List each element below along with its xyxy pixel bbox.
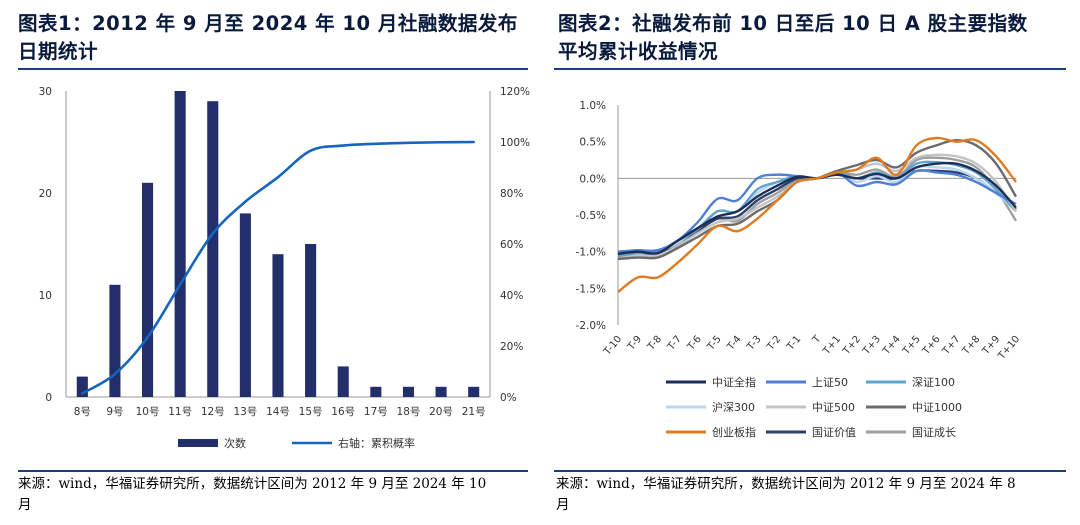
chart1-svg: 0 10 20 30 0% 20% 40% 60% 80% 100% 120% 8号 9号 10号 11号 1… (39, 86, 530, 450)
legend-label: 深证100 (912, 376, 955, 389)
x-tick-label: 17号 (364, 406, 388, 418)
x-tick-label: 14号 (266, 406, 290, 418)
bar (174, 91, 186, 397)
cumulative-line (81, 140, 475, 395)
x-tick-label: T-2 (765, 334, 784, 353)
chart1-title-line1: 图表1：2012 年 9 月至 2024 年 10 月社融数据发布 (18, 12, 518, 35)
x-tick-label: T+3 (861, 334, 883, 358)
y-tick-label: 1.0% (579, 100, 606, 112)
x-tick-label: T+7 (940, 334, 962, 358)
chart1-source: 来源：wind，华福证券研究所，数据统计区间为 2012 年 9 月至 2024… (18, 474, 530, 516)
bar (207, 101, 219, 397)
bar (468, 386, 480, 397)
y-left-tick-label: 20 (39, 188, 52, 200)
title-rule (18, 68, 528, 70)
x-tick-label: T-9 (625, 334, 644, 353)
chart2-title: 图表2：社融发布前 10 日至后 10 日 A 股主要指数 平均累计收益情况 (558, 10, 1068, 66)
x-tick-label: 11号 (168, 406, 192, 418)
x-tick-label: T+4 (880, 334, 902, 358)
series-line (617, 136, 1017, 293)
source-rule (554, 470, 1066, 472)
y-right-tick-label: 100% (500, 137, 530, 149)
x-tick-label: 20号 (429, 406, 453, 418)
legend-label: 次数 (224, 436, 246, 450)
bar (402, 386, 415, 397)
legend-label: 创业板指 (712, 425, 756, 439)
legend-label: 上证50 (812, 376, 848, 389)
y-left-tick-label: 10 (39, 290, 52, 302)
legend-swatch-bar (178, 439, 218, 447)
chart1-title: 图表1：2012 年 9 月至 2024 年 10 月社融数据发布 日期统计 (18, 10, 528, 66)
chart2-svg: 1.0%0.5%0.0%-0.5%-1.0%-1.5%-2.0%T-10 T-9 T… (576, 100, 1023, 439)
legend-label: 中证1000 (912, 401, 962, 414)
x-tick-label: 16号 (331, 406, 355, 418)
x-tick-label: T+1 (821, 334, 843, 358)
x-tick-label: 18号 (397, 406, 421, 418)
bar (109, 284, 121, 397)
x-tick-label: T-6 (685, 334, 704, 353)
chart2-source-line1: 来源：wind，华福证券研究所，数据统计区间为 2012 年 9 月至 2024… (556, 476, 1016, 492)
x-tick-label: T-7 (665, 334, 684, 353)
bar (370, 386, 382, 397)
x-tick-label: 8号 (74, 406, 91, 418)
chart1-source-line1: 来源：wind，华福证券研究所，数据统计区间为 2012 年 9 月至 2024… (18, 476, 487, 492)
left-panel: 图表1：2012 年 9 月至 2024 年 10 月社融数据发布 日期统计 0… (0, 0, 530, 525)
legend-label: 右轴：累积概率 (338, 436, 415, 450)
source-rule (18, 470, 528, 472)
x-tick-label: T+8 (960, 334, 982, 358)
x-tick-label: 15号 (299, 406, 323, 418)
chart1-source-line2: 月 (18, 497, 32, 513)
chart2-source: 来源：wind，华福证券研究所，数据统计区间为 2012 年 9 月至 2024… (556, 474, 1071, 516)
bar (305, 244, 317, 397)
bar (435, 386, 447, 397)
x-tick-label: T-8 (645, 334, 664, 353)
x-tick-label: 12号 (201, 406, 225, 418)
y-tick-label: 0.0% (579, 173, 606, 185)
x-tick-label: T-5 (705, 334, 724, 353)
bar (141, 182, 154, 397)
y-tick-label: -0.5% (576, 210, 606, 222)
chart2-source-line2: 月 (556, 497, 570, 513)
x-tick-label: T+2 (841, 334, 863, 358)
x-tick-label: T+10 (996, 334, 1023, 363)
chart2-title-line1: 图表2：社融发布前 10 日至后 10 日 A 股主要指数 (558, 12, 1028, 35)
bar (272, 254, 284, 397)
y-right-tick-label: 120% (500, 86, 530, 98)
series-line (617, 161, 1017, 256)
x-tick-label: T-3 (745, 334, 764, 353)
legend-label: 中证500 (812, 401, 855, 414)
x-tick-label: T+6 (920, 334, 942, 358)
x-tick-label: T-1 (785, 334, 804, 353)
right-panel: 图表2：社融发布前 10 日至后 10 日 A 股主要指数 平均累计收益情况 1… (548, 0, 1080, 525)
legend-label: 沪深300 (712, 400, 755, 414)
bar (337, 366, 349, 397)
x-tick-label: 21号 (462, 406, 486, 418)
y-tick-label: -2.0% (576, 320, 606, 332)
bar (76, 376, 88, 397)
x-tick-label: T+5 (900, 334, 922, 358)
y-tick-label: 0.5% (579, 137, 606, 149)
y-tick-label: -1.5% (576, 283, 606, 295)
x-tick-label: T-10 (601, 334, 624, 358)
legend-label: 国证成长 (912, 426, 956, 439)
legend-label: 中证全指 (712, 375, 756, 389)
legend-label: 国证价值 (812, 426, 856, 439)
chart1-title-line2: 日期统计 (18, 40, 99, 63)
x-tick-label: 13号 (233, 406, 257, 418)
title-rule (554, 68, 1066, 70)
y-right-tick-label: 20% (500, 341, 523, 353)
y-right-tick-label: 80% (500, 188, 523, 200)
x-tick-label: 10号 (136, 406, 160, 418)
y-left-tick-label: 0 (45, 392, 52, 404)
y-right-tick-label: 40% (500, 290, 523, 302)
x-tick-label: T (810, 333, 824, 346)
y-right-tick-label: 60% (500, 239, 523, 251)
y-tick-label: -1.0% (576, 247, 606, 259)
x-tick-label: T-4 (725, 334, 744, 353)
bar (239, 213, 251, 397)
y-right-tick-label: 0% (500, 392, 517, 404)
x-tick-label: 9号 (106, 406, 123, 418)
y-left-tick-label: 30 (39, 86, 52, 98)
chart2-title-line2: 平均累计收益情况 (558, 40, 719, 63)
